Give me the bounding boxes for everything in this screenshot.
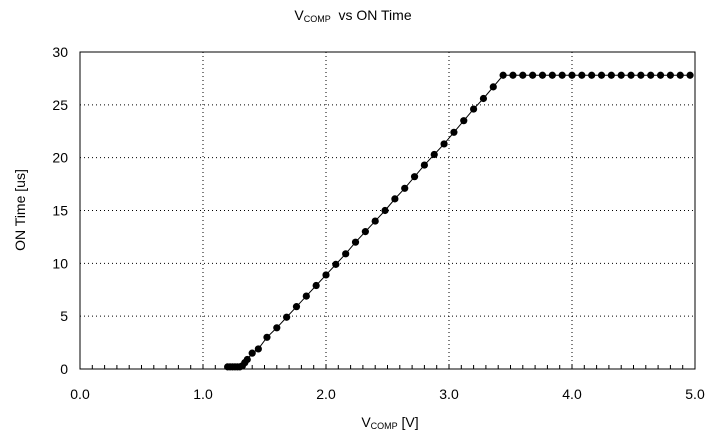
data-point — [322, 271, 330, 279]
data-point — [381, 206, 389, 215]
data-point — [686, 71, 694, 79]
data-point — [263, 333, 271, 341]
x-tick-labels: 0.0 1.0 2.0 3.0 4.0 5.0 — [70, 386, 705, 402]
chart-title: VCOMP vs ON Time — [294, 7, 411, 24]
y-tick-label: 20 — [52, 150, 68, 166]
chart-title-subscript: COMP — [304, 14, 331, 24]
data-point — [647, 71, 655, 79]
y-tick-label: 25 — [52, 97, 68, 113]
data-point — [479, 94, 488, 103]
data-point — [588, 71, 596, 79]
data-point — [529, 71, 537, 79]
data-point — [243, 355, 251, 364]
data-point — [420, 161, 428, 169]
data-point — [558, 71, 566, 79]
data-point — [470, 105, 478, 113]
data-point — [637, 71, 645, 79]
data-point — [254, 345, 262, 353]
series — [224, 71, 694, 371]
data-point — [401, 184, 409, 192]
data-point — [538, 71, 547, 79]
data-point — [676, 71, 684, 79]
data-point — [656, 71, 665, 79]
y-tick-labels: 0 5 10 15 20 25 30 — [52, 44, 68, 377]
data-point — [578, 71, 586, 79]
y-tick-label: 10 — [52, 255, 68, 271]
data-point — [460, 117, 468, 125]
y-tick-label: 5 — [60, 308, 68, 324]
data-point — [351, 238, 360, 246]
series-line — [227, 74, 691, 368]
grid — [80, 52, 695, 369]
x-axis-label-main: V — [361, 414, 371, 430]
data-point — [391, 195, 399, 203]
data-point — [248, 349, 256, 357]
y-tick-label: 30 — [52, 44, 68, 60]
data-point — [617, 71, 625, 79]
y-tick-label: 15 — [52, 203, 68, 219]
data-point — [371, 217, 379, 225]
x-tick-label: 0.0 — [70, 386, 90, 402]
data-point — [440, 140, 448, 148]
data-point — [568, 71, 576, 79]
x-tick-label: 4.0 — [562, 386, 582, 402]
data-point — [312, 281, 320, 290]
x-axis-label-rest: [V] — [398, 414, 419, 430]
x-minor-ticks — [91, 365, 684, 369]
data-point — [666, 71, 675, 79]
data-point — [430, 150, 438, 159]
x-axis-label-subscript: COMP — [371, 421, 398, 431]
data-point — [283, 313, 291, 321]
data-point — [292, 303, 301, 311]
x-tick-label: 1.0 — [193, 386, 213, 402]
data-point — [499, 71, 507, 79]
data-point — [548, 71, 556, 79]
data-point — [332, 260, 340, 268]
data-point — [302, 292, 310, 300]
data-point — [410, 173, 419, 181]
data-point — [342, 250, 350, 258]
data-point — [519, 71, 527, 79]
chart-title-main: V — [294, 7, 304, 23]
y-tick-label: 0 — [60, 361, 68, 377]
data-point — [273, 324, 281, 332]
y-axis-label: ON Time [us] — [12, 169, 28, 251]
data-point — [489, 83, 497, 91]
data-point — [597, 71, 606, 79]
x-tick-label: 5.0 — [685, 386, 705, 402]
data-point — [607, 71, 615, 79]
chart-title-rest: vs ON Time — [331, 7, 412, 23]
data-point — [509, 71, 517, 79]
data-point — [361, 228, 369, 236]
x-axis-label: VCOMP [V] — [361, 414, 418, 431]
data-point — [450, 128, 458, 136]
data-point — [627, 71, 635, 79]
x-tick-label: 3.0 — [439, 386, 459, 402]
x-tick-label: 2.0 — [316, 386, 336, 402]
